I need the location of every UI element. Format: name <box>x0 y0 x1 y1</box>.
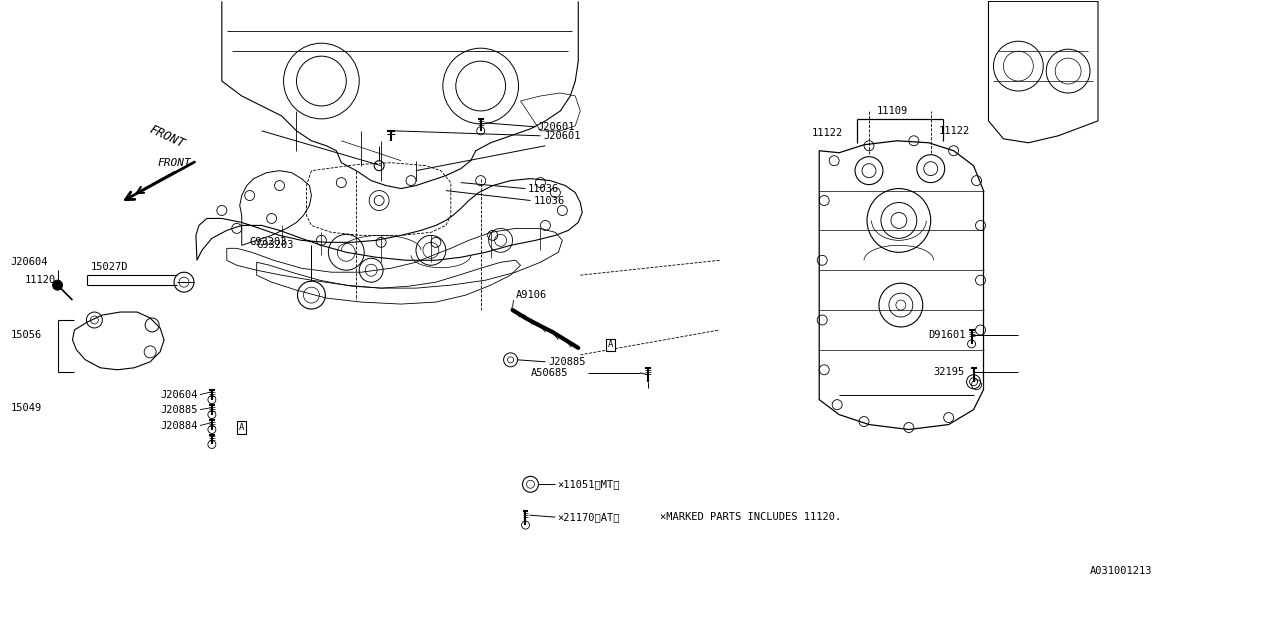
Text: 11122: 11122 <box>938 126 970 136</box>
Text: 11036: 11036 <box>534 196 564 205</box>
Text: ×21170＜AT＞: ×21170＜AT＞ <box>557 512 620 522</box>
Text: 15056: 15056 <box>10 330 42 340</box>
Text: 15049: 15049 <box>10 403 42 413</box>
Text: 32195: 32195 <box>933 367 965 377</box>
Text: J20884: J20884 <box>160 420 197 431</box>
Text: ×MARKED PARTS INCLUDES 11120.: ×MARKED PARTS INCLUDES 11120. <box>660 512 841 522</box>
Text: ×11051＜MT＞: ×11051＜MT＞ <box>557 479 620 490</box>
Text: J20604: J20604 <box>10 257 49 268</box>
Text: A50685: A50685 <box>530 368 568 378</box>
Text: 11120: 11120 <box>24 275 56 285</box>
Text: 11109: 11109 <box>877 106 908 116</box>
Text: J20604: J20604 <box>160 390 197 399</box>
Text: FRONT: FRONT <box>157 157 191 168</box>
Text: D91601: D91601 <box>929 330 966 340</box>
Text: A031001213: A031001213 <box>1091 566 1153 576</box>
Text: 11036: 11036 <box>527 184 559 193</box>
Text: A: A <box>239 423 244 432</box>
Circle shape <box>52 280 63 290</box>
Text: FRONT: FRONT <box>147 123 187 151</box>
Text: J20885: J20885 <box>548 357 586 367</box>
Text: G93203: G93203 <box>250 237 287 247</box>
Text: 15027D: 15027D <box>91 262 128 272</box>
Text: J20601: J20601 <box>544 131 581 141</box>
Text: 11122: 11122 <box>812 128 842 138</box>
Text: J20601: J20601 <box>538 122 575 132</box>
Text: A: A <box>608 340 613 349</box>
Text: G93203: G93203 <box>257 241 294 250</box>
Text: A9106: A9106 <box>516 290 547 300</box>
Text: J20885: J20885 <box>160 404 197 415</box>
